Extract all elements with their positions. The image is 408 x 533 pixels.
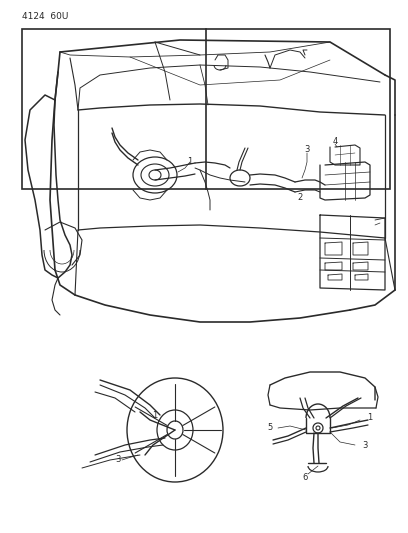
Text: 2: 2 — [297, 192, 303, 201]
Text: 3: 3 — [362, 440, 368, 449]
Text: 4124  60U: 4124 60U — [22, 12, 69, 21]
Text: 5: 5 — [267, 424, 273, 432]
Text: 3: 3 — [115, 456, 121, 464]
Bar — [22, 29, 390, 189]
Text: 1: 1 — [367, 414, 373, 423]
Text: 3: 3 — [304, 146, 310, 155]
Text: 1: 1 — [152, 410, 157, 419]
Text: 4: 4 — [333, 138, 338, 147]
Text: 1: 1 — [187, 157, 193, 166]
Text: 6: 6 — [302, 472, 308, 481]
